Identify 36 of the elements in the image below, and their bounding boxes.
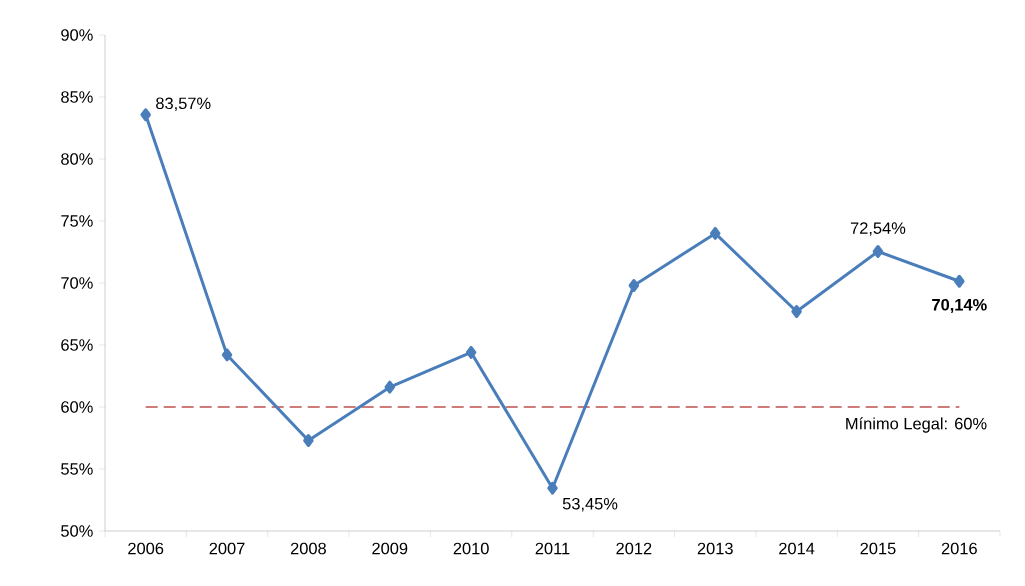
data-label: 53,45% <box>562 497 618 512</box>
point <box>954 274 965 288</box>
point <box>140 108 151 122</box>
y-tick-label: 50% <box>61 525 93 537</box>
x-tick-label: 2014 <box>779 542 815 555</box>
x-tick-label: 2011 <box>535 542 570 555</box>
y-tick-label: 55% <box>61 463 93 475</box>
y-tick-label: 75% <box>61 215 93 227</box>
point <box>221 348 233 362</box>
point <box>465 345 477 359</box>
ref-line-label: Mínimo Legal: 60% <box>846 417 987 433</box>
x-tick-label: 2007 <box>209 542 245 555</box>
x-tick-label: 2010 <box>453 542 489 555</box>
y-tick-label: 85% <box>61 91 93 103</box>
data-label: 70,14% <box>932 298 987 313</box>
point <box>384 380 396 394</box>
x-tick-label: 2013 <box>697 542 733 555</box>
point <box>628 278 640 292</box>
y-tick-label: 65% <box>61 339 93 351</box>
point <box>547 481 558 495</box>
point <box>303 433 314 447</box>
point <box>791 305 802 319</box>
x-tick-label: 2016 <box>941 542 977 555</box>
y-tick-label: 90% <box>61 29 93 41</box>
y-tick-label: 80% <box>61 153 93 165</box>
x-tick-label: 2012 <box>616 542 652 555</box>
y-tick-label: 70% <box>61 277 93 289</box>
x-tick-label: 2015 <box>860 542 896 555</box>
data-label: 83,57% <box>156 97 211 112</box>
y-tick-label: 60% <box>61 401 93 413</box>
x-tick-label: 2009 <box>372 542 408 555</box>
x-tick-label: 2008 <box>290 542 326 555</box>
data-label: 72,54% <box>850 222 906 236</box>
point <box>709 226 721 240</box>
point <box>872 245 884 258</box>
x-tick-label: 2006 <box>128 542 164 555</box>
